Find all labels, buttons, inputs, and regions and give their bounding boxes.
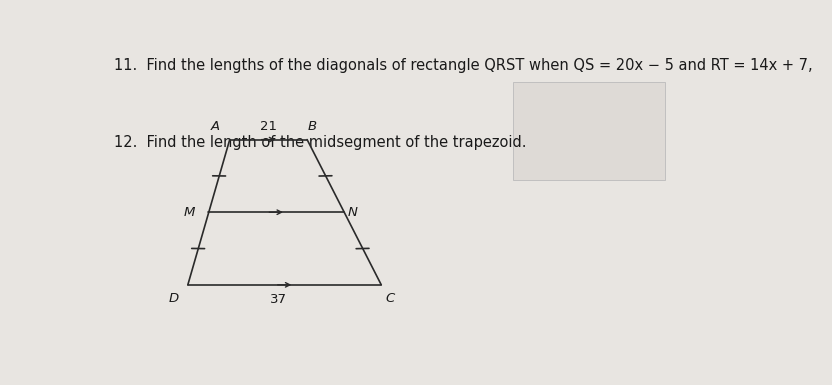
Text: N: N xyxy=(347,206,357,219)
Text: B: B xyxy=(308,120,317,133)
Text: C: C xyxy=(385,292,394,305)
Text: A: A xyxy=(211,120,220,133)
Text: 12.  Find the length of the midsegment of the trapezoid.: 12. Find the length of the midsegment of… xyxy=(114,135,526,150)
Text: D: D xyxy=(169,292,179,305)
FancyBboxPatch shape xyxy=(513,82,665,179)
Text: 21: 21 xyxy=(260,120,277,133)
Text: M: M xyxy=(184,206,196,219)
Text: 37: 37 xyxy=(270,293,286,306)
Text: 11.  Find the lengths of the diagonals of rectangle QRST when QS = 20x − 5 and R: 11. Find the lengths of the diagonals of… xyxy=(114,58,812,73)
